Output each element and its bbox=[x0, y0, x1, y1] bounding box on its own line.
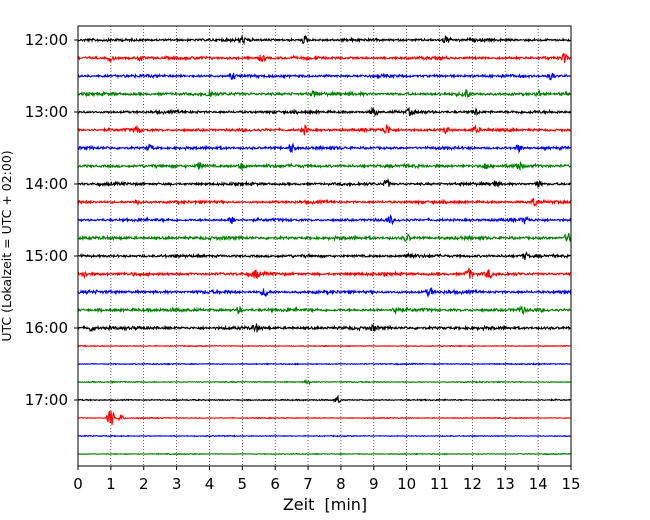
y-tick-label-1400: 14:00 bbox=[25, 175, 68, 193]
trace-row-1315 bbox=[77, 123, 572, 136]
trace-row-1645 bbox=[77, 378, 572, 386]
x-tick-label-13: 13 bbox=[496, 475, 515, 493]
trace-row-1200 bbox=[77, 34, 572, 46]
x-tick-label-8: 8 bbox=[336, 475, 346, 493]
y-tick-label-1200: 12:00 bbox=[25, 31, 68, 49]
trace-row-1715 bbox=[77, 410, 572, 426]
y-tick-label-1500: 15:00 bbox=[25, 247, 68, 265]
trace-row-1730 bbox=[77, 434, 572, 438]
x-gridlines bbox=[110, 26, 539, 466]
trace-row-1300 bbox=[77, 106, 572, 117]
x-tick-label-4: 4 bbox=[205, 475, 215, 493]
y-axis-label: UTC (Lokalzeit = UTC + 02:00) bbox=[0, 150, 14, 341]
trace-rows bbox=[77, 34, 572, 456]
x-axis-ticks: 0 1 2 3 4 5 6 7 8 9 10 11 12 13 14 15 bbox=[73, 466, 581, 493]
x-tick-label-6: 6 bbox=[270, 475, 280, 493]
plot-frame bbox=[77, 25, 572, 467]
trace-row-1230 bbox=[77, 72, 572, 81]
trace-row-1345 bbox=[77, 160, 572, 172]
x-tick-label-10: 10 bbox=[397, 475, 416, 493]
trace-row-1515 bbox=[77, 267, 572, 280]
y-tick-label-1300: 13:00 bbox=[25, 103, 68, 121]
trace-row-1330 bbox=[77, 142, 572, 154]
trace-row-1530 bbox=[77, 286, 572, 298]
x-tick-label-2: 2 bbox=[139, 475, 149, 493]
trace-row-1630 bbox=[77, 362, 572, 366]
y-tick-label-1600: 16:00 bbox=[25, 319, 68, 337]
trace-row-1500 bbox=[77, 251, 572, 261]
trace-row-1700 bbox=[77, 394, 572, 404]
x-tick-label-7: 7 bbox=[303, 475, 313, 493]
x-tick-label-14: 14 bbox=[529, 475, 548, 493]
trace-row-1400 bbox=[77, 177, 572, 188]
y-tick-label-1700: 17:00 bbox=[25, 391, 68, 409]
trace-row-1430 bbox=[77, 213, 572, 226]
x-axis-label: Zeit [min] bbox=[283, 495, 367, 514]
trace-row-1415 bbox=[77, 197, 572, 208]
x-tick-label-15: 15 bbox=[561, 475, 580, 493]
x-tick-label-9: 9 bbox=[369, 475, 379, 493]
x-tick-label-12: 12 bbox=[463, 475, 482, 493]
x-tick-label-3: 3 bbox=[172, 475, 182, 493]
x-tick-label-1: 1 bbox=[106, 475, 116, 493]
trace-row-1745 bbox=[77, 452, 572, 456]
trace-row-1615 bbox=[77, 344, 571, 348]
x-tick-label-0: 0 bbox=[73, 475, 83, 493]
x-tick-label-5: 5 bbox=[238, 475, 248, 493]
trace-row-1245 bbox=[77, 89, 572, 98]
x-tick-label-11: 11 bbox=[430, 475, 449, 493]
y-axis-ticks: 12:00 13:00 14:00 15:00 16:00 17:00 bbox=[25, 31, 78, 409]
trace-row-1600 bbox=[77, 322, 572, 333]
trace-row-1545 bbox=[77, 304, 572, 316]
trace-row-1215 bbox=[77, 52, 572, 63]
trace-row-1445 bbox=[77, 232, 572, 243]
